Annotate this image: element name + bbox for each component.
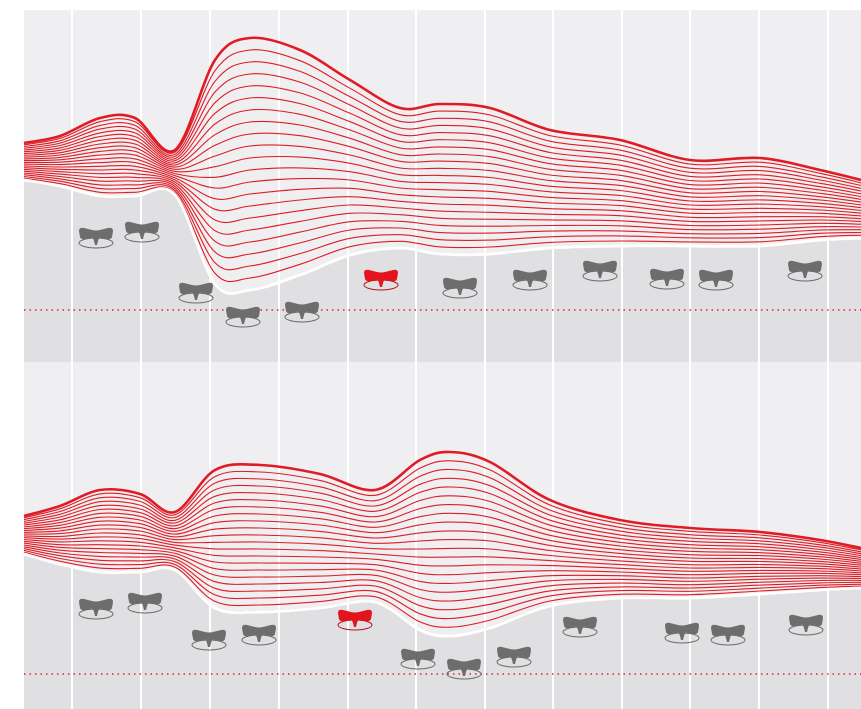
tooth-icon xyxy=(788,614,824,636)
tooth-icon xyxy=(400,648,436,670)
contour-line xyxy=(23,61,861,187)
contour-line xyxy=(23,132,861,203)
panel-lower-arch xyxy=(23,362,861,709)
contour-line xyxy=(23,540,861,576)
contour-line xyxy=(23,477,861,555)
gum-edge xyxy=(23,552,861,638)
contour-line xyxy=(23,97,861,195)
tooth-icon xyxy=(787,260,823,282)
contour-line xyxy=(23,512,861,562)
contour-line xyxy=(23,153,861,209)
contour-line xyxy=(23,85,861,192)
contour-line xyxy=(23,551,861,628)
contour-line xyxy=(23,538,861,574)
tooth-icon-highlighted xyxy=(363,269,399,291)
contour-line xyxy=(23,108,861,198)
contour-line xyxy=(23,168,861,223)
contour-line xyxy=(23,161,861,214)
tooth-icon-highlighted xyxy=(337,609,373,631)
tooth-icon xyxy=(710,624,746,646)
contour-line xyxy=(23,549,861,620)
contour-line xyxy=(23,544,861,593)
tooth-icon xyxy=(284,301,320,323)
contour-line xyxy=(23,524,861,566)
contour-line xyxy=(23,450,861,550)
tooth-icon xyxy=(127,592,163,614)
contour-line xyxy=(23,548,861,611)
tooth-icon xyxy=(582,260,618,282)
contour-line xyxy=(23,536,861,572)
panel-upper-arch xyxy=(23,10,861,362)
tooth-icon xyxy=(562,616,598,638)
tooth-icon xyxy=(649,268,685,290)
teeth-row xyxy=(78,592,824,680)
tooth-icon xyxy=(512,269,548,291)
gum-area xyxy=(24,554,861,709)
tooth-icon xyxy=(442,277,478,299)
contour-line xyxy=(23,174,861,259)
contour-line xyxy=(23,172,861,247)
contour-line xyxy=(23,49,861,184)
tooth-icon xyxy=(664,622,700,644)
teeth-row xyxy=(78,221,823,328)
contour-line xyxy=(23,460,861,551)
tooth-icon xyxy=(496,646,532,668)
contour-line xyxy=(23,532,861,570)
gum-edge xyxy=(23,178,861,295)
contour-line xyxy=(23,167,861,220)
tooth-icon xyxy=(241,624,277,646)
contour-line xyxy=(23,164,861,217)
contour-line xyxy=(23,175,861,271)
contour-line xyxy=(23,120,861,200)
contour-line xyxy=(23,528,861,568)
tooth-icon xyxy=(178,282,214,304)
contour-line xyxy=(23,520,861,564)
tooth-icon xyxy=(225,306,261,328)
contour-line xyxy=(23,144,861,206)
contour-line xyxy=(23,504,861,560)
tooth-icon xyxy=(446,658,482,680)
contour-line xyxy=(23,486,861,557)
tooth-icon xyxy=(124,221,160,243)
contour-line xyxy=(23,73,861,189)
contour-line xyxy=(23,546,861,602)
contour-line xyxy=(23,170,861,235)
tooth-icon xyxy=(698,269,734,291)
tooth-icon xyxy=(78,227,114,249)
contour-line xyxy=(23,177,861,283)
contour-line xyxy=(23,36,861,182)
tooth-icon xyxy=(191,629,227,651)
contour-line xyxy=(23,157,861,211)
tooth-icon xyxy=(78,598,114,620)
contour-line xyxy=(23,468,861,553)
contour-line xyxy=(23,495,861,559)
contour-line xyxy=(23,542,861,584)
